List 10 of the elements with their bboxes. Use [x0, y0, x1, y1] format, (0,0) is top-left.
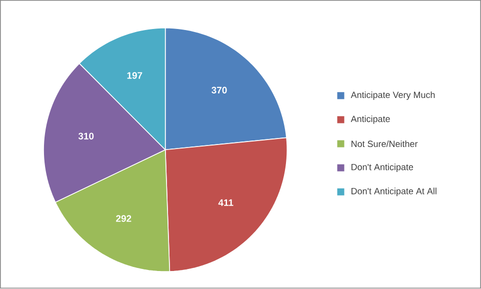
- legend-label: Don't Anticipate: [352, 164, 414, 172]
- data-label: 197: [127, 72, 142, 80]
- data-label: 292: [116, 215, 132, 222]
- data-label: 370: [212, 87, 227, 94]
- data-label: 411: [218, 200, 234, 206]
- legend-label: Don't Anticipate At All: [352, 188, 436, 196]
- data-label: 310: [78, 132, 94, 140]
- legend-label: Anticipate: [350, 116, 390, 124]
- legend-label: Not Sure/Neither: [352, 140, 418, 148]
- legend-label: Anticipate Very Much: [350, 92, 435, 100]
